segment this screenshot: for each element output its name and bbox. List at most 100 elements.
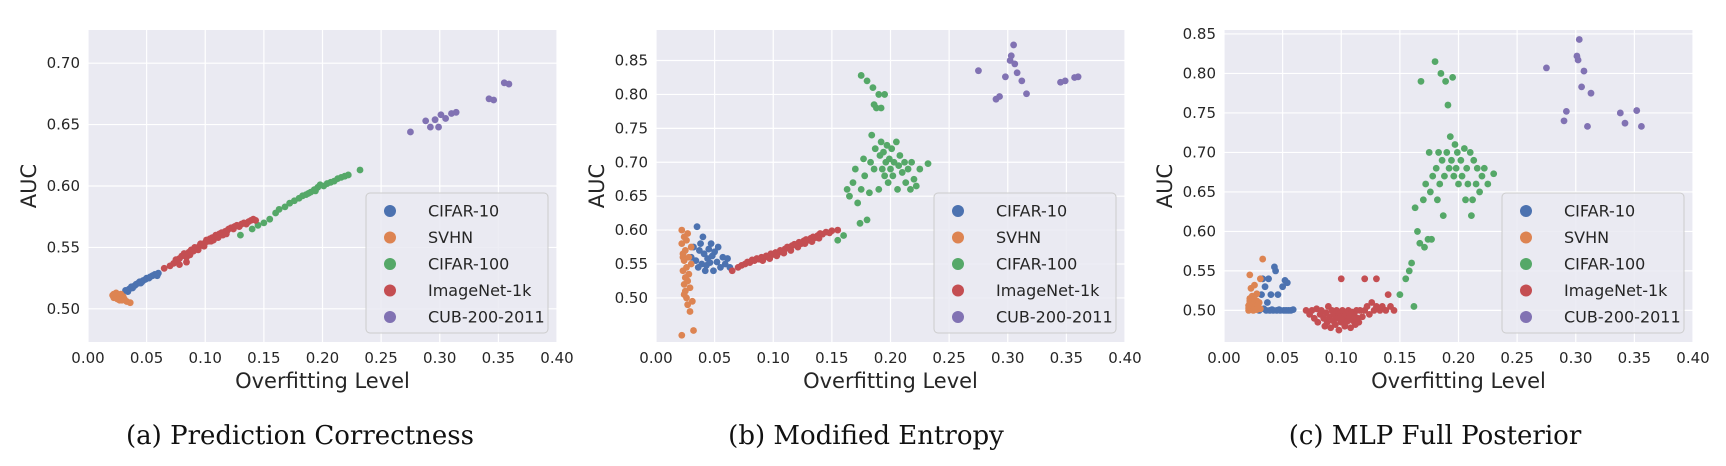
data-point [116, 296, 124, 304]
series-cifar-100 [1396, 58, 1498, 310]
x-tick-label: 0.35 [1050, 349, 1083, 367]
data-point [1462, 196, 1469, 204]
data-point [260, 219, 268, 227]
data-point [904, 165, 912, 173]
x-tick-label: 0.05 [130, 349, 163, 367]
data-point [794, 243, 802, 251]
x-tick-label: 0.10 [1325, 349, 1358, 367]
x-tick-label: 0.25 [1500, 349, 1533, 367]
data-point [248, 225, 256, 233]
data-point [699, 233, 707, 241]
y-tick-label: 0.75 [1183, 104, 1216, 122]
x-tick-label: 0.15 [815, 349, 848, 367]
y-tick-label: 0.55 [47, 238, 80, 256]
series-cub-200-2011 [407, 79, 513, 136]
data-point [883, 141, 891, 149]
data-point [1358, 313, 1366, 321]
data-point [916, 165, 924, 173]
data-point [1011, 60, 1019, 68]
data-point [1449, 73, 1457, 81]
data-point [688, 297, 696, 305]
data-point [1411, 204, 1419, 212]
legend-marker [1520, 284, 1532, 297]
data-point [1368, 299, 1376, 306]
data-point [1472, 180, 1480, 188]
data-point [902, 179, 910, 187]
x-axis-label: Overfitting Level [1371, 369, 1546, 393]
data-point [686, 284, 694, 292]
data-point [1444, 101, 1452, 109]
data-point [701, 267, 709, 275]
y-tick-label: 0.70 [47, 54, 80, 72]
data-point [1265, 275, 1272, 283]
data-point [885, 155, 893, 163]
data-point [160, 264, 168, 272]
data-point [678, 226, 686, 234]
data-point [713, 258, 721, 266]
data-point [1437, 70, 1445, 77]
legend-entry: SVHN [428, 228, 473, 247]
data-point [1451, 141, 1459, 148]
data-point [1484, 180, 1492, 188]
data-point [1261, 283, 1269, 291]
data-point [721, 260, 729, 268]
legend-entry: ImageNet-1k [428, 281, 532, 300]
data-point [505, 80, 513, 88]
data-point [1259, 255, 1267, 263]
data-point [840, 232, 847, 239]
data-point [871, 145, 879, 153]
data-point [1445, 164, 1453, 172]
data-point [690, 327, 697, 334]
x-tick-label: 0.40 [1108, 349, 1141, 367]
data-point [1013, 69, 1021, 77]
data-point [877, 104, 885, 112]
series-cub-200-2011 [1543, 36, 1645, 130]
series-imagenet-1k [728, 226, 842, 275]
data-point [1574, 56, 1582, 64]
data-point [877, 138, 885, 146]
data-point [1441, 172, 1448, 180]
legend-entry: CIFAR-10 [1564, 202, 1635, 221]
data-point [305, 189, 312, 197]
y-tick-label: 0.75 [615, 119, 648, 137]
data-point [686, 308, 694, 315]
data-point [407, 128, 414, 136]
x-tick-label: 0.10 [757, 349, 790, 367]
legend-marker [1520, 231, 1532, 244]
data-point [1267, 291, 1275, 299]
data-point [910, 175, 918, 183]
data-point [678, 331, 686, 339]
y-tick-label: 0.85 [615, 52, 648, 70]
x-axis-label: Overfitting Level [803, 369, 978, 393]
data-point [1405, 267, 1413, 275]
data-point [714, 243, 722, 251]
data-point [724, 255, 731, 262]
data-point [1436, 180, 1444, 188]
data-point [1438, 156, 1446, 164]
data-point [912, 182, 920, 190]
data-point [214, 234, 222, 241]
data-point [867, 158, 874, 166]
data-point [697, 240, 704, 248]
data-point [110, 290, 118, 298]
data-point [1562, 107, 1570, 115]
y-axis-label: AUC [1153, 164, 1177, 208]
legend-marker [384, 284, 396, 297]
data-point [1419, 196, 1427, 204]
data-point [878, 165, 886, 173]
data-point [1251, 281, 1258, 289]
legend-marker [952, 284, 964, 297]
legend-marker [952, 311, 964, 323]
data-point [1355, 318, 1363, 326]
x-tick-label: 0.15 [1383, 349, 1416, 367]
x-tick-label: 0.00 [639, 349, 672, 367]
data-point [856, 219, 864, 227]
data-point [875, 91, 883, 98]
data-point [700, 250, 708, 258]
x-tick-label: 0.40 [1676, 349, 1709, 367]
data-point [1587, 89, 1595, 97]
data-point [1402, 275, 1410, 283]
legend-box [933, 192, 1117, 334]
data-point [1417, 77, 1425, 85]
